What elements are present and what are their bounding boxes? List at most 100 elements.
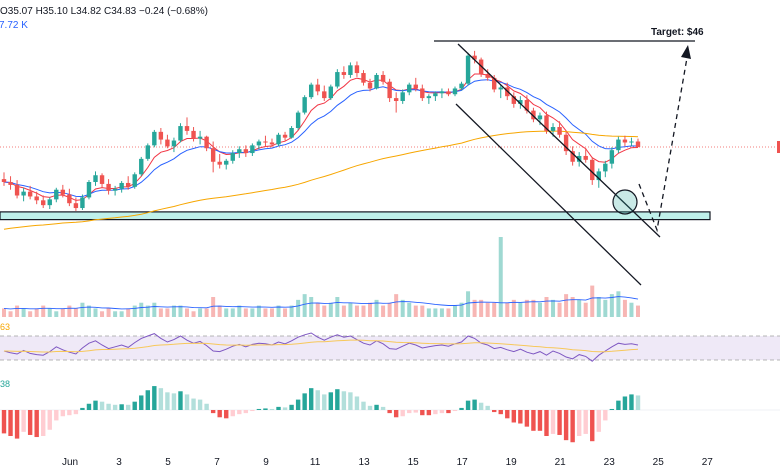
macd-hist-bar bbox=[537, 410, 543, 431]
candle-body bbox=[34, 196, 39, 201]
volume-bar bbox=[315, 302, 320, 317]
macd-hist-bar bbox=[452, 410, 458, 412]
candle-body bbox=[171, 140, 177, 147]
volume-bar bbox=[426, 308, 431, 317]
volume-bar bbox=[564, 294, 569, 317]
macd-hist-bar bbox=[328, 392, 334, 410]
x-tick-label: 19 bbox=[506, 457, 518, 468]
volume-bar bbox=[557, 302, 562, 317]
candle bbox=[629, 137, 634, 147]
x-tick-label: 7 bbox=[214, 457, 220, 468]
volume-bar bbox=[498, 237, 503, 317]
candle bbox=[80, 194, 85, 210]
candle bbox=[361, 70, 366, 86]
candle-body bbox=[93, 175, 98, 182]
macd-hist-bar bbox=[315, 390, 320, 410]
candle bbox=[622, 135, 628, 147]
candle-body bbox=[407, 84, 412, 93]
macd-hist-bar bbox=[387, 410, 392, 414]
candle-body bbox=[603, 163, 608, 172]
x-tick-label: 25 bbox=[653, 457, 665, 468]
volume-bar bbox=[296, 299, 301, 317]
candle bbox=[171, 137, 177, 153]
volume-bar bbox=[577, 299, 582, 317]
volume-bar bbox=[60, 308, 65, 317]
candle bbox=[420, 84, 425, 101]
candle bbox=[446, 88, 451, 97]
candle bbox=[152, 129, 157, 148]
volume-bar bbox=[616, 291, 621, 317]
candle bbox=[380, 71, 386, 85]
candle-body bbox=[145, 145, 150, 159]
macd-hist-bar bbox=[335, 389, 340, 410]
volume-bar bbox=[230, 308, 235, 317]
candle bbox=[433, 91, 438, 101]
x-tick-label: 15 bbox=[408, 457, 420, 468]
candle bbox=[590, 156, 595, 185]
candle-body bbox=[596, 171, 601, 181]
candle-body bbox=[335, 72, 340, 87]
macd-hist-bar bbox=[295, 399, 301, 410]
breakout-circle bbox=[612, 189, 638, 215]
candle bbox=[485, 69, 490, 81]
candle-body bbox=[459, 83, 464, 89]
ema-mid-line bbox=[3, 79, 639, 198]
macd-hist-bar bbox=[289, 404, 294, 410]
macd-hist-bar bbox=[60, 410, 66, 417]
candle-body bbox=[498, 87, 503, 90]
candle bbox=[184, 117, 190, 135]
candle-body bbox=[158, 131, 164, 140]
candle-body bbox=[557, 127, 562, 135]
volume-bar bbox=[243, 308, 248, 317]
macd-hist-bar bbox=[472, 399, 477, 410]
candle bbox=[609, 147, 615, 169]
candle-body bbox=[446, 91, 451, 95]
macd-hist-bar bbox=[302, 393, 307, 410]
macd-hist-bar bbox=[393, 410, 399, 418]
candle-body bbox=[152, 131, 157, 146]
volume-bar bbox=[518, 302, 523, 317]
candle bbox=[106, 179, 111, 195]
volume-bar bbox=[15, 305, 20, 317]
candle bbox=[99, 173, 105, 188]
candle-body bbox=[420, 88, 425, 99]
x-tick-label: 23 bbox=[604, 457, 616, 468]
candle-body bbox=[590, 159, 595, 181]
volume-bar bbox=[250, 308, 255, 317]
macd-hist-bar bbox=[570, 410, 575, 443]
candle-body bbox=[348, 65, 353, 75]
volume-bar bbox=[8, 311, 13, 317]
macd-hist-bar bbox=[518, 410, 523, 424]
macd-hist-bar bbox=[73, 410, 79, 415]
volume-bar bbox=[420, 305, 425, 317]
support-zone bbox=[0, 211, 711, 221]
volume-bar bbox=[145, 305, 150, 317]
volume-bar bbox=[158, 308, 163, 317]
candle-body bbox=[106, 183, 111, 191]
macd-hist-bar bbox=[276, 406, 281, 410]
candle-body bbox=[165, 139, 170, 147]
candle bbox=[289, 126, 294, 139]
macd-hist-bar bbox=[145, 390, 150, 410]
candle-body bbox=[224, 160, 229, 165]
macd-hist-bar bbox=[256, 408, 262, 410]
candle bbox=[544, 111, 549, 134]
candle-body bbox=[67, 194, 72, 204]
macd-hist-bar bbox=[243, 410, 249, 414]
volume-bar bbox=[583, 302, 588, 317]
macd-hist-bar bbox=[583, 410, 588, 434]
candle bbox=[393, 92, 399, 113]
candle-body bbox=[576, 155, 582, 162]
volume-bar bbox=[322, 305, 327, 317]
macd-hist-bar bbox=[439, 410, 445, 414]
macd-hist-bar bbox=[158, 388, 164, 410]
candle bbox=[459, 81, 464, 91]
macd-hist-bar bbox=[498, 410, 503, 415]
volume-bar bbox=[374, 299, 379, 317]
macd-hist-bar bbox=[609, 408, 615, 410]
volume-bar bbox=[34, 308, 39, 317]
candle bbox=[34, 191, 39, 205]
candle-body bbox=[322, 91, 327, 99]
